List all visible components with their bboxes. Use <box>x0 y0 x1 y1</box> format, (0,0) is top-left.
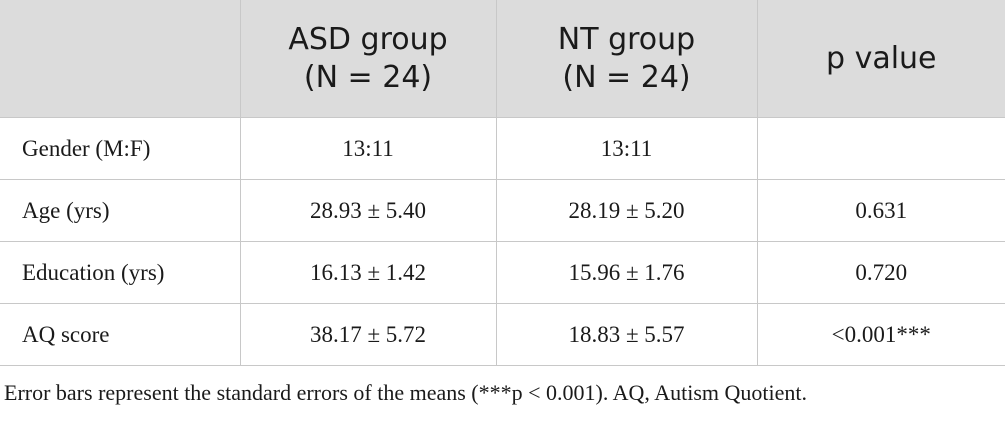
header-line: ASD group <box>288 21 448 57</box>
row: Age (yrs) 28.93 ± 5.40 28.19 ± 5.20 0.63… <box>0 179 1005 242</box>
cell: 15.96 ± 1.76 <box>495 241 758 304</box>
cell: 28.19 ± 5.20 <box>495 179 758 242</box>
row: Education (yrs) 16.13 ± 1.42 15.96 ± 1.7… <box>0 241 1005 304</box>
cell <box>756 117 1005 180</box>
row: Gender (M:F) 13:11 13:11 <box>0 117 1005 180</box>
header-line: p value <box>825 40 937 76</box>
cell: 0.631 <box>756 179 1005 242</box>
data-table: ASD group (N = 24) NT group (N = 24) p val… <box>0 0 1005 366</box>
cell: 16.13 ± 1.42 <box>239 241 497 304</box>
header-cell <box>0 0 241 118</box>
cell: 28.93 ± 5.40 <box>239 179 497 242</box>
footnote: Error bars represent the standard errors… <box>4 380 807 405</box>
cell: 0.720 <box>756 241 1005 304</box>
header-line: NT group <box>557 21 696 57</box>
cell: 38.17 ± 5.72 <box>239 303 497 366</box>
row-label: Gender (M:F) <box>0 117 241 180</box>
cell: 18.83 ± 5.57 <box>495 303 758 366</box>
row-label: Education (yrs) <box>0 241 241 304</box>
row-label: Age (yrs) <box>0 179 241 242</box>
header-cell: ASD group (N = 24) <box>239 0 497 118</box>
row: AQ score 38.17 ± 5.72 18.83 ± 5.57 <0.00… <box>0 303 1005 366</box>
row-label: AQ score <box>0 303 241 366</box>
header-row: ASD group (N = 24) NT group (N = 24) p val… <box>0 0 1005 118</box>
header-line: (N = 24) <box>562 59 691 95</box>
cell: 13:11 <box>495 117 758 180</box>
header-line: (N = 24) <box>303 59 433 95</box>
header-cell: NT group (N = 24) <box>495 0 758 118</box>
header-cell: p value <box>756 0 1005 118</box>
cell: 13:11 <box>239 117 497 180</box>
cell: <0.001*** <box>756 303 1005 366</box>
